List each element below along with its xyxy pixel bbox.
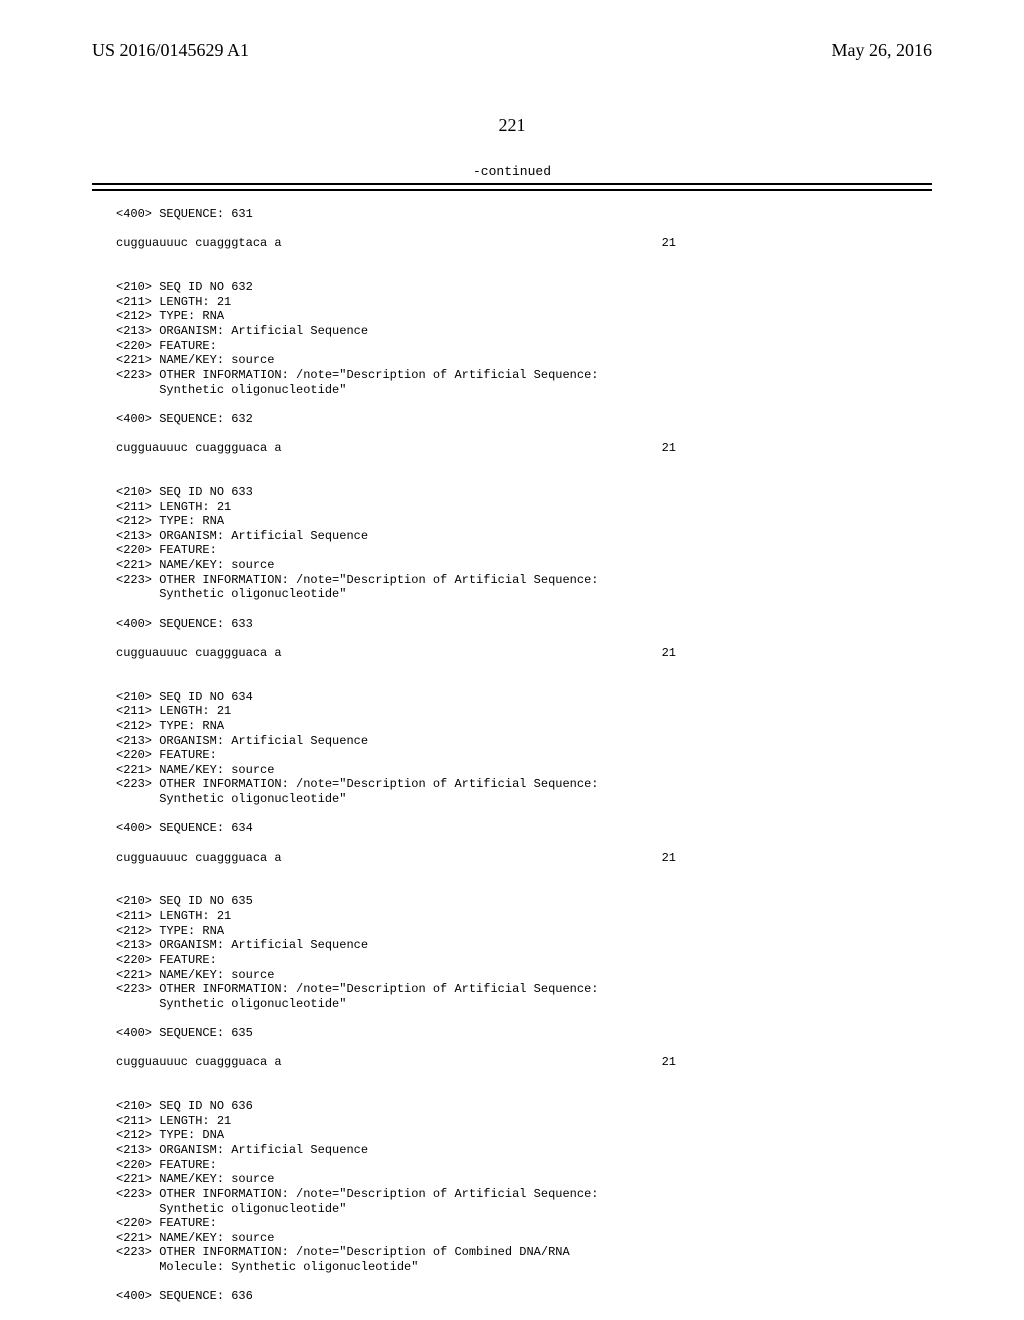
seq-meta-line: <213> ORGANISM: Artificial Sequence (116, 529, 932, 544)
seq-meta-line: <223> OTHER INFORMATION: /note="Descript… (116, 573, 932, 588)
publication-number: US 2016/0145629 A1 (92, 40, 249, 61)
seq-data-row: cugguauuuc cuaggguaca a 21 (116, 441, 676, 456)
seq-meta-line: <223> OTHER INFORMATION: /note="Descript… (116, 368, 932, 383)
blank-line (116, 1085, 932, 1100)
seq-string: cugguauuuc cuaggguaca a (116, 1055, 282, 1070)
publication-date: May 26, 2016 (832, 40, 933, 61)
blank-line (116, 807, 932, 822)
blank-line (116, 222, 932, 237)
seq-meta-line: <400> SEQUENCE: 632 (116, 412, 932, 427)
seq-meta-line: <400> SEQUENCE: 631 (116, 207, 932, 222)
seq-meta-line: <212> TYPE: RNA (116, 514, 932, 529)
seq-meta-line: <221> NAME/KEY: source (116, 763, 932, 778)
seq-meta-line: <400> SEQUENCE: 636 (116, 1289, 932, 1304)
seq-meta-line: <212> TYPE: RNA (116, 924, 932, 939)
blank-line (116, 426, 932, 441)
continued-label: -continued (92, 164, 932, 179)
seq-meta-line: <223> OTHER INFORMATION: /note="Descript… (116, 1187, 932, 1202)
seq-meta-line: <221> NAME/KEY: source (116, 968, 932, 983)
blank-line (116, 836, 932, 851)
seq-meta-line: <400> SEQUENCE: 635 (116, 1026, 932, 1041)
seq-meta-line: <223> OTHER INFORMATION: /note="Descript… (116, 982, 932, 997)
page-number: 221 (92, 115, 932, 136)
blank-line (116, 470, 932, 485)
blank-line (116, 865, 932, 880)
seq-meta-line: <400> SEQUENCE: 634 (116, 821, 932, 836)
blank-line (116, 456, 932, 471)
blank-line (116, 266, 932, 281)
seq-meta-line: <212> TYPE: DNA (116, 1128, 932, 1143)
seq-data-row: cugguauuuc cuaggguaca a 21 (116, 646, 676, 661)
seq-meta-line: <213> ORGANISM: Artificial Sequence (116, 1143, 932, 1158)
blank-line (116, 1070, 932, 1085)
seq-meta-line: <221> NAME/KEY: source (116, 558, 932, 573)
seq-meta-line: <211> LENGTH: 21 (116, 500, 932, 515)
seq-meta-line: <213> ORGANISM: Artificial Sequence (116, 324, 932, 339)
seq-meta-line: <220> FEATURE: (116, 1158, 932, 1173)
seq-data-row: cugguauuuc cuaggguaca a 21 (116, 851, 676, 866)
seq-meta-line: Synthetic oligonucleotide" (116, 587, 932, 602)
page-container: US 2016/0145629 A1 May 26, 2016 221 -con… (0, 0, 1024, 1320)
blank-line (116, 1041, 932, 1056)
blank-line (116, 602, 932, 617)
seq-string: cugguauuuc cuaggguaca a (116, 851, 282, 866)
seq-meta-line: <220> FEATURE: (116, 953, 932, 968)
seq-meta-line: Synthetic oligonucleotide" (116, 997, 932, 1012)
seq-meta-line: Synthetic oligonucleotide" (116, 792, 932, 807)
seq-data-row: cugguauuuc cuaggguaca a 21 (116, 1055, 676, 1070)
blank-line (116, 660, 932, 675)
divider-rule (92, 183, 932, 191)
seq-string: cugguauuuc cuaggguaca a (116, 646, 282, 661)
seq-meta-line: <211> LENGTH: 21 (116, 1114, 932, 1129)
seq-length: 21 (662, 1055, 676, 1070)
seq-meta-line: <223> OTHER INFORMATION: /note="Descript… (116, 777, 932, 792)
seq-meta-line: <210> SEQ ID NO 632 (116, 280, 932, 295)
seq-length: 21 (662, 236, 676, 251)
page-header: US 2016/0145629 A1 May 26, 2016 (92, 40, 932, 61)
seq-meta-line: <220> FEATURE: (116, 543, 932, 558)
seq-meta-line: Synthetic oligonucleotide" (116, 383, 932, 398)
blank-line (116, 397, 932, 412)
seq-length: 21 (662, 441, 676, 456)
seq-meta-line: <220> FEATURE: (116, 1216, 932, 1231)
blank-line (116, 1011, 932, 1026)
seq-meta-line: <211> LENGTH: 21 (116, 295, 932, 310)
seq-string: cugguauuuc cuagggtaca a (116, 236, 282, 251)
blank-line (116, 675, 932, 690)
seq-meta-line: <223> OTHER INFORMATION: /note="Descript… (116, 1245, 932, 1260)
seq-meta-line: <221> NAME/KEY: source (116, 1172, 932, 1187)
sequence-listing: <400> SEQUENCE: 631 cugguauuuc cuagggtac… (116, 207, 932, 1304)
seq-meta-line: <211> LENGTH: 21 (116, 909, 932, 924)
seq-length: 21 (662, 646, 676, 661)
seq-meta-line: <212> TYPE: RNA (116, 309, 932, 324)
seq-meta-line: <221> NAME/KEY: source (116, 1231, 932, 1246)
seq-meta-line: Molecule: Synthetic oligonucleotide" (116, 1260, 932, 1275)
blank-line (116, 880, 932, 895)
seq-meta-line: <213> ORGANISM: Artificial Sequence (116, 734, 932, 749)
seq-meta-line: <210> SEQ ID NO 634 (116, 690, 932, 705)
seq-meta-line: <400> SEQUENCE: 633 (116, 617, 932, 632)
seq-meta-line: <212> TYPE: RNA (116, 719, 932, 734)
blank-line (116, 1275, 932, 1290)
seq-meta-line: <211> LENGTH: 21 (116, 704, 932, 719)
seq-meta-line: <220> FEATURE: (116, 339, 932, 354)
seq-data-row: cugguauuuc cuagggtaca a 21 (116, 236, 676, 251)
seq-meta-line: <221> NAME/KEY: source (116, 353, 932, 368)
seq-string: cugguauuuc cuaggguaca a (116, 441, 282, 456)
seq-meta-line: <213> ORGANISM: Artificial Sequence (116, 938, 932, 953)
seq-meta-line: <210> SEQ ID NO 633 (116, 485, 932, 500)
blank-line (116, 631, 932, 646)
seq-meta-line: <220> FEATURE: (116, 748, 932, 763)
seq-length: 21 (662, 851, 676, 866)
seq-meta-line: <210> SEQ ID NO 636 (116, 1099, 932, 1114)
seq-meta-line: Synthetic oligonucleotide" (116, 1202, 932, 1217)
seq-meta-line: <210> SEQ ID NO 635 (116, 894, 932, 909)
blank-line (116, 251, 932, 266)
